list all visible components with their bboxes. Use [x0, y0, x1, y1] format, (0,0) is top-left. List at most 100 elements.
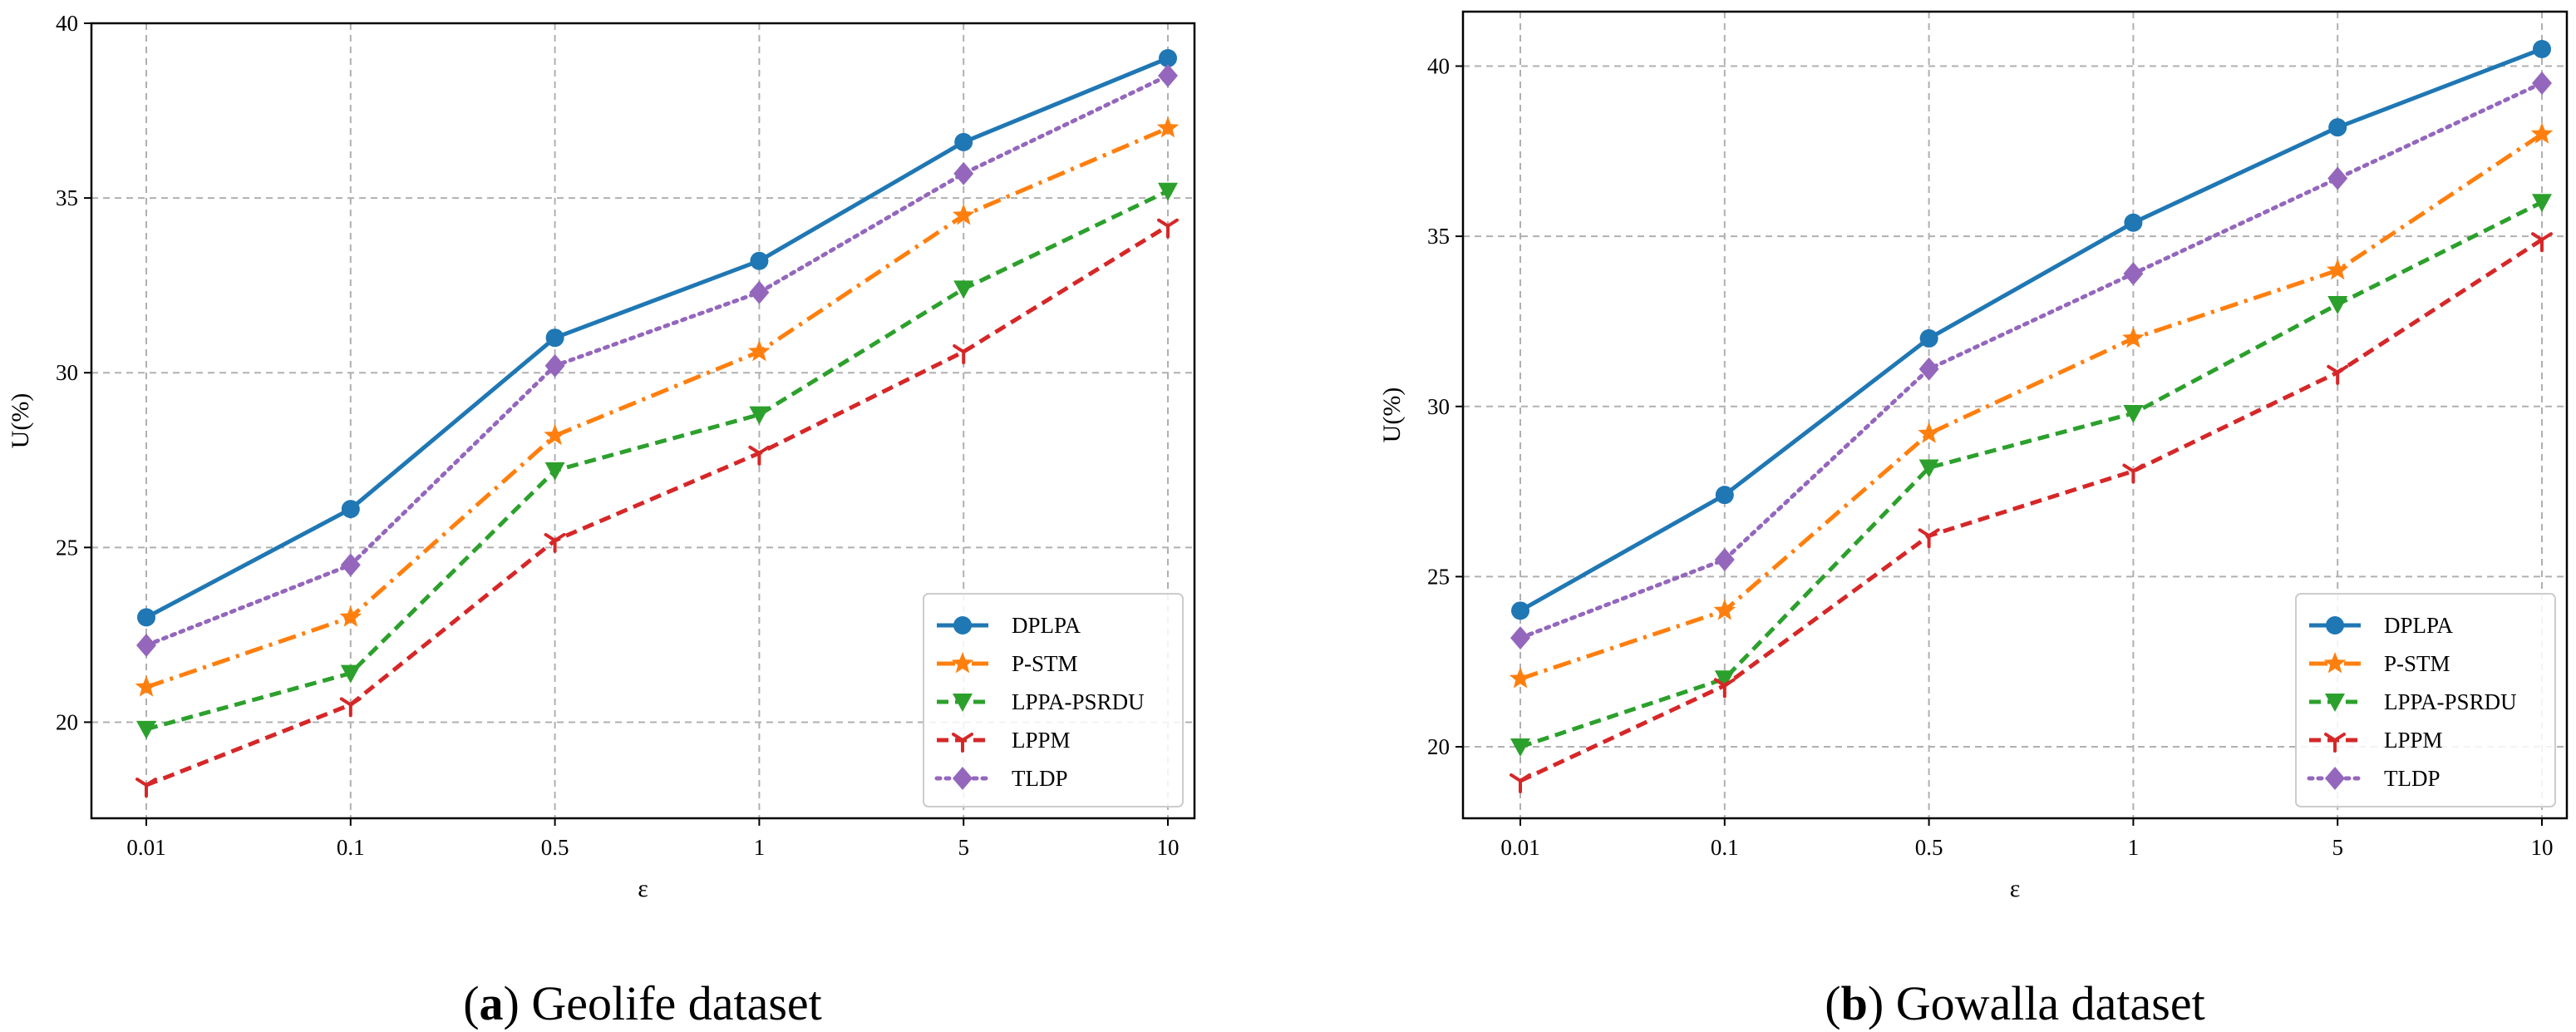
data-point: [2328, 118, 2347, 137]
series-lppa-psrdu: [1510, 194, 2552, 758]
data-point: [2530, 122, 2554, 144]
data-point: [339, 605, 362, 627]
data-point: [1714, 670, 1735, 689]
data-point: [2533, 40, 2551, 59]
data-point: [2326, 259, 2349, 280]
data-point: [1918, 357, 1939, 381]
series-p-stm: [1509, 122, 2554, 689]
data-point: [1713, 599, 1736, 620]
x-tick-label: 5: [958, 835, 969, 860]
data-point: [1918, 528, 1940, 549]
data-point: [749, 406, 770, 425]
x-tick-label: 0.5: [1915, 835, 1943, 860]
data-point: [954, 132, 973, 151]
x-tick-label: 0.1: [1711, 835, 1739, 860]
data-point: [1511, 601, 1529, 620]
legend-label: LPPM: [1012, 728, 1071, 753]
data-point: [2532, 71, 2552, 95]
legend-label: TLDP: [1012, 766, 1068, 791]
data-point: [1510, 738, 1530, 758]
series-line: [145, 56, 1169, 620]
caption-open-paren: (: [1825, 976, 1840, 1030]
data-point: [1510, 626, 1530, 650]
legend-marker: [2323, 652, 2347, 674]
chart-panel-b: 0.01 0.1 0.5 1 5 10 20 25 30 35 40 ε U(%) DPLPA P-STM L…: [1378, 10, 2569, 1030]
data-point: [748, 340, 771, 362]
data-point: [1509, 667, 1532, 689]
x-tick-label: 0.01: [1500, 835, 1539, 860]
x-tick-label: 5: [2332, 835, 2343, 860]
y-axis-label: U(%): [1378, 388, 1406, 443]
data-point: [1715, 486, 1734, 505]
series-line: [1519, 47, 2543, 613]
data-point: [1713, 678, 1736, 699]
data-point: [2327, 364, 2349, 385]
legend-marker: [2325, 767, 2345, 790]
data-point: [2327, 166, 2348, 190]
data-point: [545, 328, 564, 348]
y-tick-label: 35: [1427, 224, 1450, 249]
y-tick-label: 20: [1427, 734, 1450, 759]
series-line: [1519, 238, 2544, 783]
data-point: [2327, 295, 2348, 314]
chart-panel-a: 0.01 0.1 0.5 1 5 10 20 25 30 35 40 ε U(%) DPLPA P-STM L…: [7, 11, 1196, 1030]
x-tick-label: 1: [754, 835, 766, 860]
legend-marker: [951, 652, 974, 674]
data-point: [1919, 328, 1938, 348]
legend-label: TLDP: [2384, 766, 2441, 791]
legend-label: P-STM: [1012, 651, 1078, 676]
legend-marker: [953, 616, 972, 635]
legend-item: LPPM: [937, 728, 1071, 753]
legend-label: DPLPA: [2384, 613, 2454, 638]
panel-caption: (a) Geolife dataset: [463, 976, 822, 1030]
y-tick-label: 25: [56, 535, 78, 560]
legend-item: DPLPA: [2309, 613, 2454, 638]
data-point: [2122, 463, 2145, 484]
data-point: [1156, 116, 1180, 138]
legend-item: TLDP: [2307, 766, 2441, 791]
x-tick-label: 0.5: [541, 835, 569, 860]
data-point: [1714, 547, 1735, 571]
data-point: [340, 664, 361, 684]
data-point: [136, 720, 156, 739]
legend-marker: [2324, 733, 2346, 753]
x-axis-label: ε: [638, 875, 648, 902]
x-tick-label: 10: [2531, 835, 2554, 860]
data-point: [953, 161, 974, 185]
plot-frame: [90, 22, 1196, 820]
data-point: [1918, 459, 1939, 478]
series-lppa-psrdu: [136, 182, 1178, 739]
legend-item: LPPM: [2309, 728, 2443, 753]
y-tick-label: 30: [1427, 394, 1450, 419]
caption-letter: a: [480, 976, 504, 1030]
series-line: [1518, 81, 2544, 640]
series-line: [1519, 132, 2544, 681]
series-lppm: [1510, 232, 2553, 793]
x-axis-label: ε: [2010, 875, 2021, 902]
data-point: [1159, 49, 1177, 68]
data-point: [2124, 213, 2143, 232]
legend: DPLPA P-STM LPPA-PSRDU LPPM TLDP: [923, 593, 1184, 807]
data-point: [953, 280, 974, 299]
legend-label: P-STM: [2384, 651, 2450, 676]
data-point: [1157, 218, 1179, 239]
data-point: [1158, 182, 1178, 201]
data-point: [135, 675, 158, 697]
data-point: [953, 344, 975, 365]
legend-marker: [953, 767, 973, 790]
caption-text: ) Gowalla dataset: [1868, 976, 2205, 1030]
caption-text: ) Geolife dataset: [504, 976, 822, 1030]
data-point: [544, 423, 566, 446]
legend-box: [923, 593, 1184, 807]
data-point: [339, 697, 362, 718]
y-tick-label: 30: [56, 360, 78, 385]
x-tick-label: 10: [1157, 835, 1180, 860]
caption-letter: b: [1841, 976, 1868, 1030]
series-tldp: [1510, 71, 2552, 650]
grid: [1463, 12, 2567, 818]
data-point: [952, 204, 975, 225]
data-point: [544, 353, 565, 378]
legend-item: P-STM: [2309, 651, 2450, 676]
y-tick-label: 40: [56, 11, 78, 36]
